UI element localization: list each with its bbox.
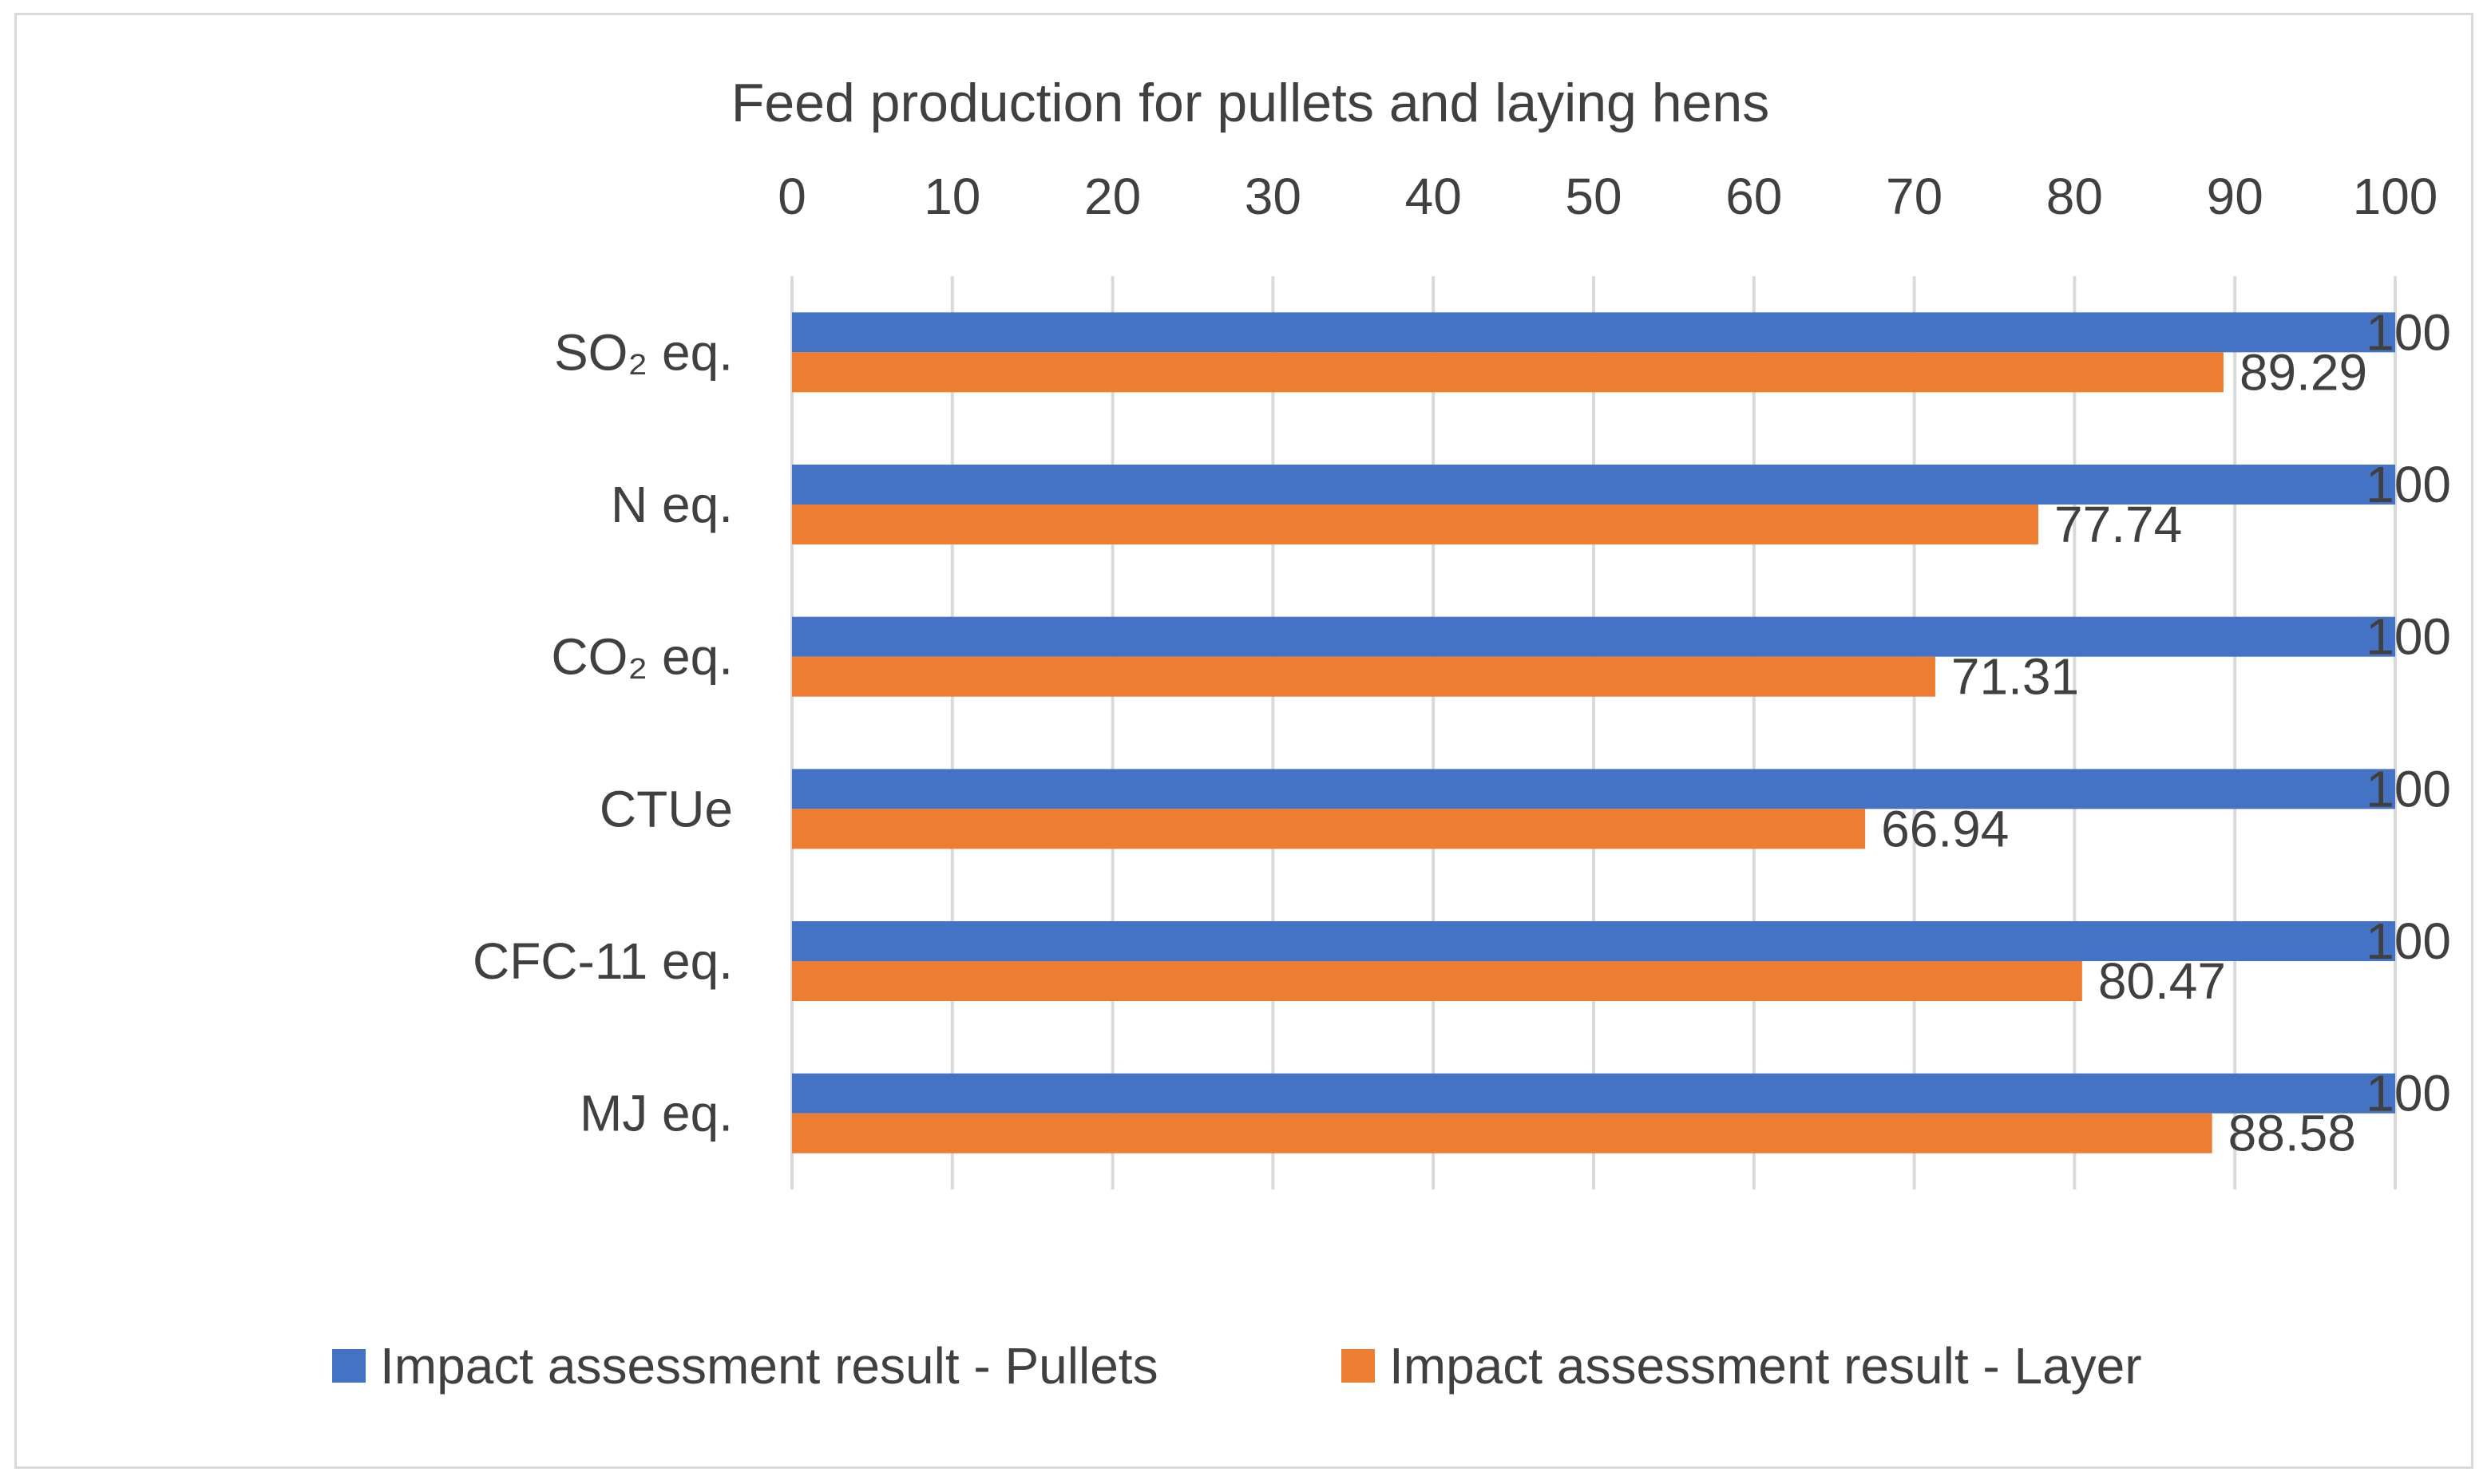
category-labels: SO₂ eq. N eq. CO₂ eq. CTUe CFC-11 eq. MJ eq. bbox=[473, 323, 733, 1142]
tick-label-40: 40 bbox=[1405, 168, 1462, 225]
layer-data-label-4: 80.47 bbox=[2098, 952, 2226, 1010]
pullets-data-label-3: 100 bbox=[2366, 760, 2451, 817]
bars bbox=[792, 312, 2395, 1154]
pullets-bar-4 bbox=[792, 921, 2395, 961]
data-labels: 10089.2910077.7410071.3110066.9410080.47… bbox=[1881, 303, 2451, 1161]
category-label: CO₂ eq. bbox=[551, 628, 733, 686]
category-label: CTUe bbox=[600, 780, 733, 837]
tick-label-30: 30 bbox=[1245, 168, 1301, 225]
tick-label-100: 100 bbox=[2353, 168, 2438, 225]
grid-lines bbox=[790, 276, 2397, 1189]
legend-swatch-layer bbox=[1341, 1349, 1375, 1383]
pullets-data-label-1: 100 bbox=[2366, 456, 2451, 513]
chart-frame bbox=[14, 13, 2473, 1469]
layer-data-label-0: 89.29 bbox=[2240, 343, 2367, 401]
layer-bar-4 bbox=[792, 961, 2082, 1001]
tick-label-60: 60 bbox=[1725, 168, 1782, 225]
layer-bar-1 bbox=[792, 505, 2039, 544]
category-label: CFC-11 eq. bbox=[473, 932, 733, 990]
pullets-bar-3 bbox=[792, 769, 2395, 809]
tick-label-10: 10 bbox=[924, 168, 980, 225]
layer-data-label-2: 71.31 bbox=[1951, 648, 2079, 706]
category-label: MJ eq. bbox=[580, 1085, 733, 1142]
layer-data-label-1: 77.74 bbox=[2054, 496, 2182, 553]
legend-label-layer: Impact assessment result - Layer bbox=[1389, 1337, 2142, 1395]
tick-label-0: 0 bbox=[778, 168, 806, 225]
tick-label-70: 70 bbox=[1886, 168, 1943, 225]
legend-swatch-pullets bbox=[332, 1349, 366, 1383]
category-label: SO₂ eq. bbox=[554, 323, 733, 381]
legend: Impact assessment result - Pullets Impact… bbox=[332, 1337, 2142, 1395]
pullets-data-label-4: 100 bbox=[2366, 912, 2451, 970]
pullets-data-label-0: 100 bbox=[2366, 303, 2451, 361]
layer-bar-0 bbox=[792, 352, 2224, 393]
layer-bar-3 bbox=[792, 809, 1866, 849]
pullets-data-label-5: 100 bbox=[2366, 1065, 2451, 1122]
pullets-bar-5 bbox=[792, 1073, 2395, 1114]
tick-label-50: 50 bbox=[1565, 168, 1622, 225]
pullets-bar-2 bbox=[792, 616, 2395, 657]
axis-tick-labels: 0 10 20 30 40 50 60 70 80 90 100 bbox=[778, 168, 2438, 225]
category-label: N eq. bbox=[611, 476, 733, 533]
layer-bar-5 bbox=[792, 1113, 2212, 1154]
layer-bar-2 bbox=[792, 656, 1935, 697]
layer-data-label-3: 66.94 bbox=[1881, 800, 2009, 857]
legend-label-pullets: Impact assessment result - Pullets bbox=[380, 1337, 1158, 1395]
tick-label-90: 90 bbox=[2207, 168, 2263, 225]
tick-label-20: 20 bbox=[1084, 168, 1141, 225]
tick-label-80: 80 bbox=[2046, 168, 2103, 225]
layer-data-label-5: 88.58 bbox=[2228, 1105, 2356, 1162]
pullets-bar-1 bbox=[792, 465, 2395, 505]
pullets-data-label-2: 100 bbox=[2366, 608, 2451, 666]
pullets-bar-0 bbox=[792, 312, 2395, 353]
chart-title: Feed production for pullets and laying h… bbox=[731, 73, 1769, 133]
